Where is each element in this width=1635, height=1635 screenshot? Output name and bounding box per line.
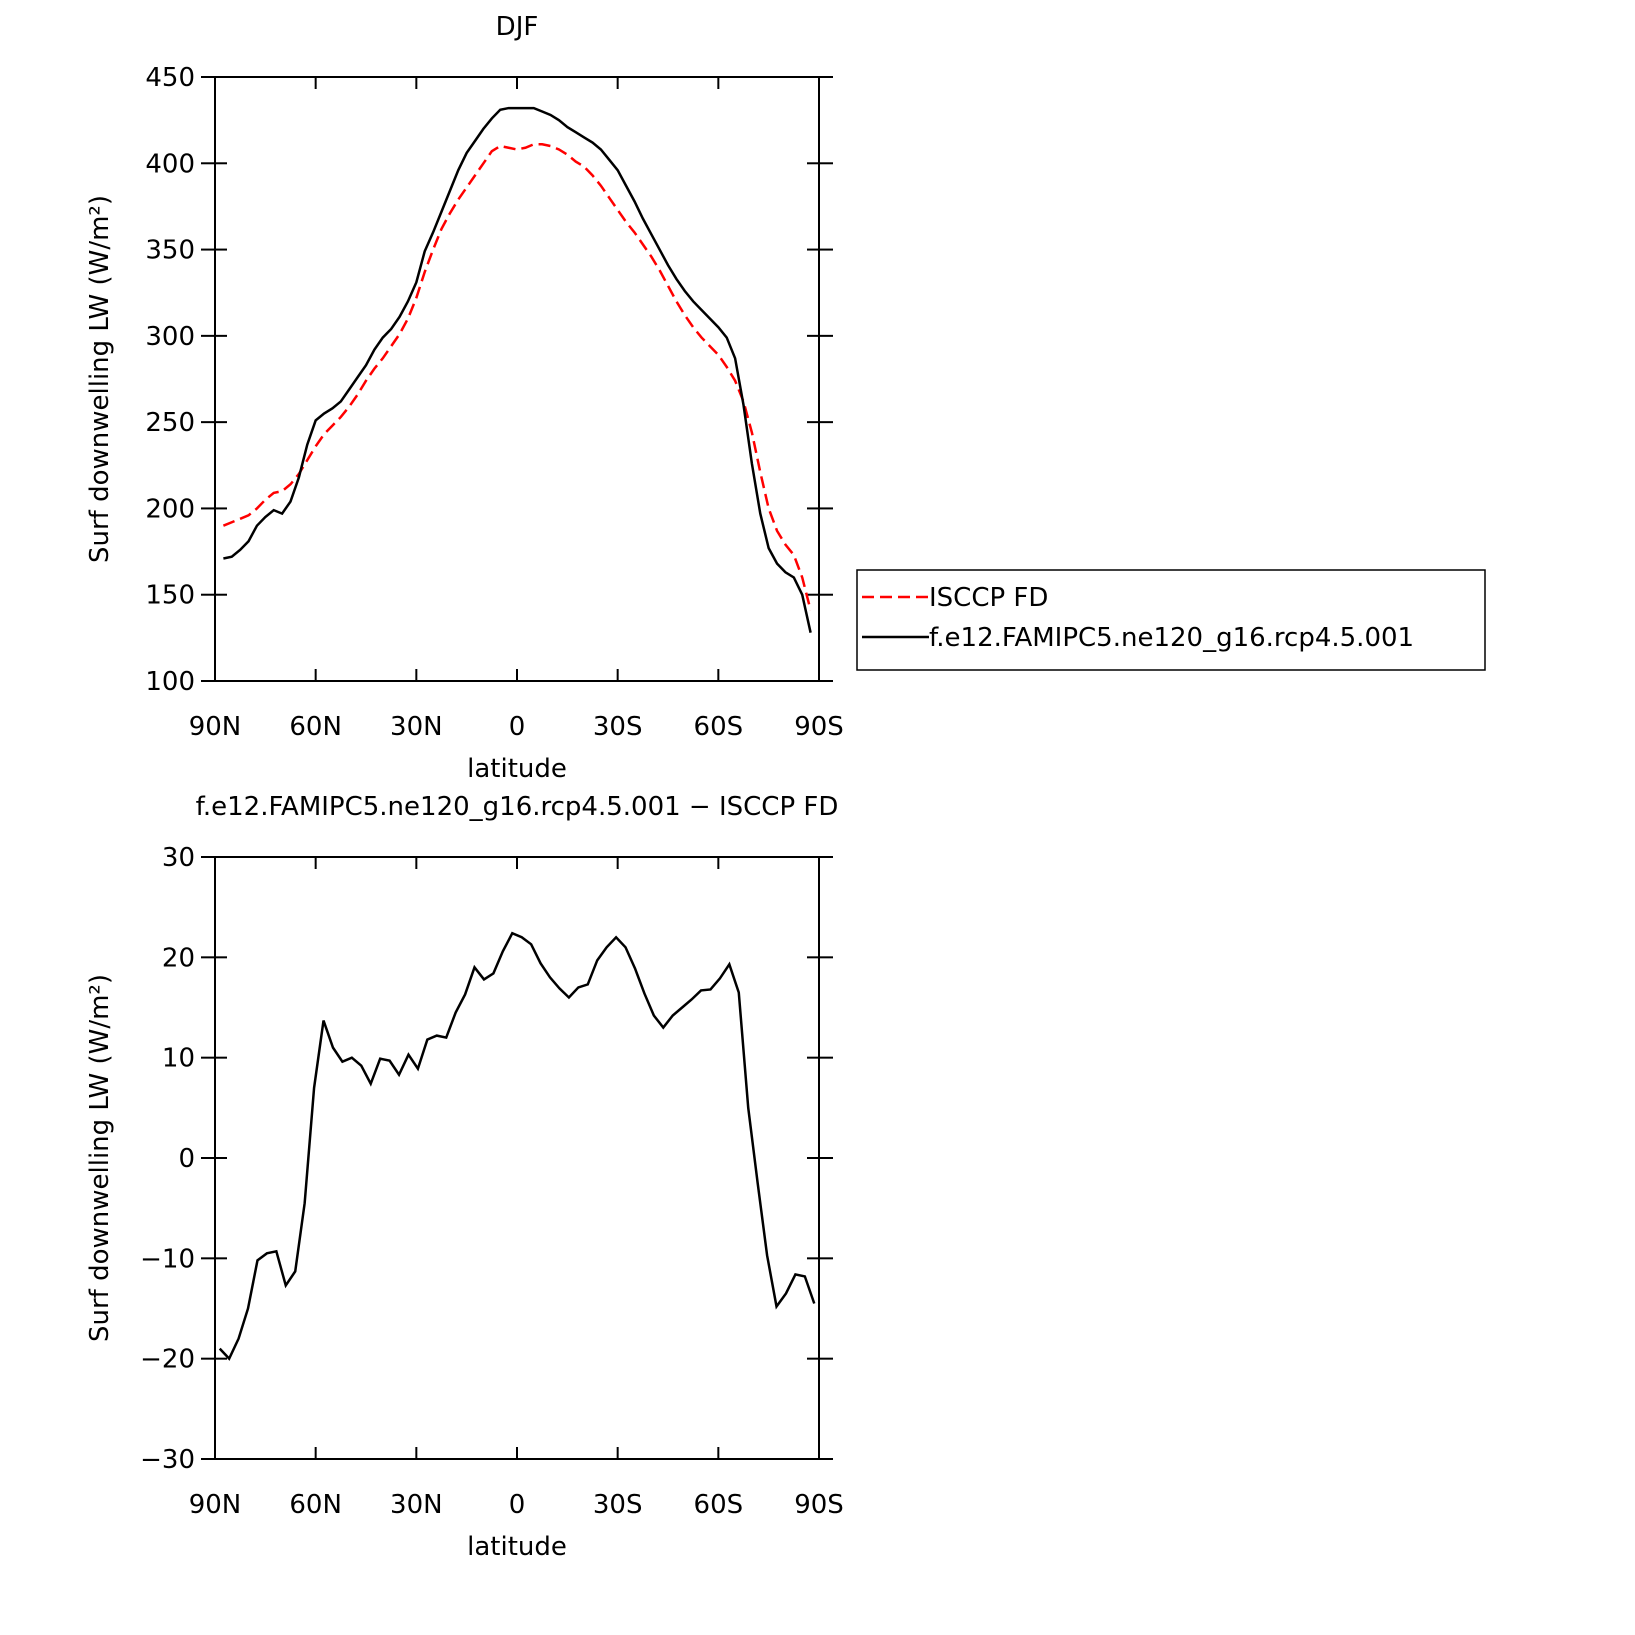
y-tick-label: 400 [145, 149, 195, 179]
plot-frame [214, 76, 820, 682]
y-tick-label: 30 [162, 843, 195, 873]
x-tick-label: 30S [593, 1490, 643, 1520]
x-tick-label: 30N [390, 1490, 443, 1520]
y-tick-label: 10 [162, 1044, 195, 1074]
x-tick-label: 30N [390, 712, 443, 742]
x-tick-label: 90N [189, 712, 242, 742]
y-tick-label: −20 [140, 1345, 195, 1375]
line-series [218, 931, 816, 1361]
y-axis-label: Surf downwelling LW (W/m²) [85, 195, 115, 563]
legend-label: ISCCP FD [929, 583, 1048, 613]
legend-box [856, 569, 1486, 671]
y-tick-label: −30 [140, 1445, 195, 1475]
x-tick-label: 60N [289, 1490, 342, 1520]
x-tick-label: 0 [509, 1490, 526, 1520]
x-tick-label: 60N [289, 712, 342, 742]
y-tick-label: 450 [145, 63, 195, 93]
x-tick-label: 0 [509, 712, 526, 742]
x-tick-label: 60S [694, 1490, 744, 1520]
x-axis-label: latitude [467, 754, 567, 784]
chart-title: f.e12.FAMIPC5.ne120_g16.rcp4.5.001 − ISC… [196, 792, 839, 822]
chart-title: DJF [496, 12, 539, 42]
x-tick-label: 30S [593, 712, 643, 742]
y-tick-label: −10 [140, 1244, 195, 1274]
x-tick-label: 60S [694, 712, 744, 742]
y-tick-label: 20 [162, 943, 195, 973]
x-tick-label: 90S [794, 1490, 844, 1520]
legend-label: f.e12.FAMIPC5.ne120_g16.rcp4.5.001 [929, 623, 1414, 653]
line-series [223, 106, 812, 633]
line-series [222, 143, 812, 611]
x-tick-label: 90S [794, 712, 844, 742]
x-tick-label: 90N [189, 1490, 242, 1520]
y-tick-label: 150 [145, 581, 195, 611]
y-tick-label: 200 [145, 494, 195, 524]
y-tick-label: 300 [145, 322, 195, 352]
y-tick-label: 0 [178, 1144, 195, 1174]
y-tick-label: 350 [145, 236, 195, 266]
plot-frame [214, 856, 820, 1460]
x-axis-label: latitude [467, 1532, 567, 1562]
y-tick-label: 250 [145, 408, 195, 438]
y-tick-label: 100 [145, 667, 195, 697]
y-axis-label: Surf downwelling LW (W/m²) [85, 974, 115, 1342]
